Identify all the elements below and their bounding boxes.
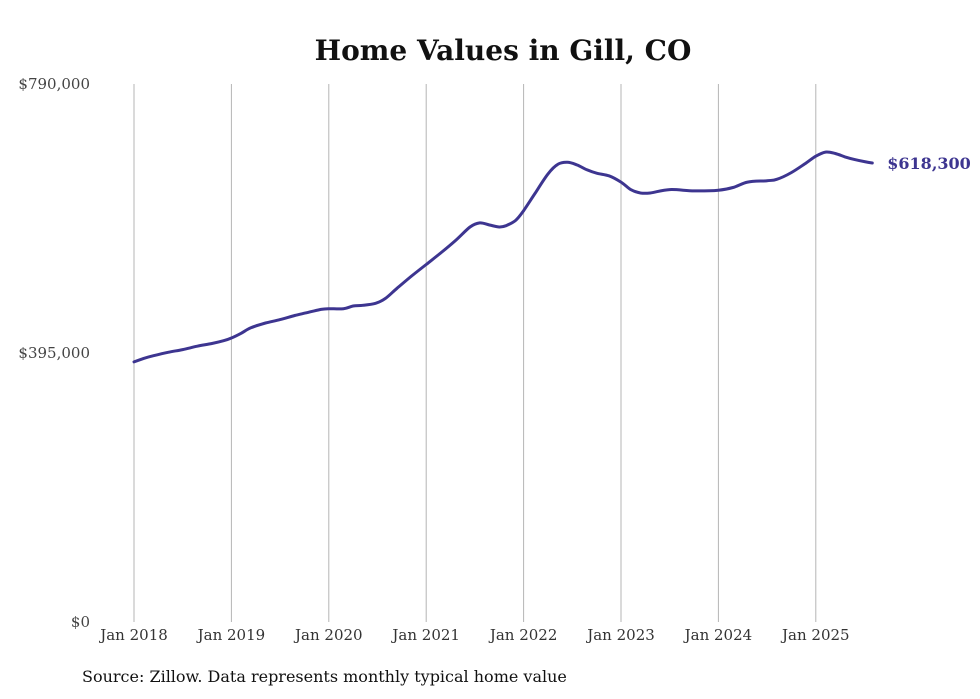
y-tick-label-1: $395,000 (18, 344, 90, 362)
y-tick-label-0: $0 (71, 613, 90, 631)
home-value-line (132, 150, 874, 364)
x-tick-label-1: Jan 2019 (196, 626, 266, 644)
x-tick-label-3: Jan 2021 (390, 626, 460, 644)
x-axis-ticks: Jan 2018 Jan 2019 Jan 2020 Jan 2021 Jan 2022… (98, 626, 849, 644)
chart-title: Home Values in Gill, CO (315, 34, 692, 67)
y-axis-ticks: $0 $395,000 $790,000 (18, 75, 90, 631)
source-note: Source: Zillow. Data represents monthly … (82, 667, 567, 686)
x-tick-label-4: Jan 2022 (488, 626, 558, 644)
x-tick-label-0: Jan 2018 (98, 626, 168, 644)
x-tick-label-7: Jan 2025 (780, 626, 850, 644)
x-tick-label-5: Jan 2023 (585, 626, 655, 644)
y-tick-label-2: $790,000 (18, 75, 90, 93)
x-tick-label-2: Jan 2020 (293, 626, 363, 644)
vertical-gridlines (133, 84, 817, 622)
end-value-label: $618,300 (887, 154, 971, 173)
x-tick-label-6: Jan 2024 (683, 626, 753, 644)
